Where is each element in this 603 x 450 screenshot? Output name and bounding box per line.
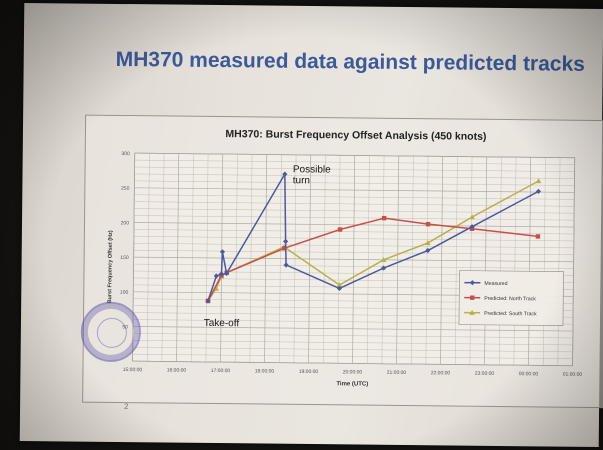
- grid-line-horizontal: [132, 340, 573, 346]
- grid-line-horizontal: [132, 347, 573, 353]
- x-tick-label: 00:00:00: [519, 371, 539, 377]
- x-tick-label: 22:00:00: [431, 370, 451, 376]
- grid-line-horizontal: [133, 250, 574, 255]
- data-point-predicted-north-track: [535, 234, 541, 239]
- legend-box: [458, 270, 564, 326]
- y-tick-label: 100: [120, 290, 129, 296]
- y-axis-label: Burst Frequency Offset (Hz): [107, 230, 114, 303]
- grid-line-horizontal: [134, 194, 575, 200]
- annotation-line: Possible: [293, 164, 331, 175]
- grid-line-horizontal: [134, 215, 575, 221]
- grid-line-horizontal: [133, 236, 574, 242]
- grid-line-horizontal: [132, 360, 573, 367]
- grid-line-horizontal: [134, 180, 575, 186]
- printed-page: MH370 measured data against predicted tr…: [19, 2, 603, 448]
- x-tick-label: 23:00:00: [475, 371, 495, 377]
- y-tick-label: 200: [121, 220, 130, 226]
- x-tick-label: 20:00:00: [343, 369, 363, 375]
- annotation-line: turn: [293, 175, 310, 186]
- series-line-predicted-south-track: [207, 180, 539, 302]
- annotation-possible-turn: Possibleturn: [293, 164, 331, 186]
- grid-line-horizontal: [134, 173, 575, 179]
- grid-line-horizontal: [134, 208, 575, 214]
- x-tick-label: 01:00:00: [563, 372, 583, 378]
- grid-line-horizontal: [133, 256, 574, 263]
- data-point-measured: [205, 298, 211, 304]
- burst-frequency-chart: 50 100 150 200 250 300 15:00:00 16:00:00 17:00:0…: [107, 128, 583, 388]
- grid-line-horizontal: [134, 201, 575, 207]
- grid-line-horizontal: [134, 159, 575, 165]
- grid-line-horizontal: [132, 354, 573, 359]
- data-point-measured: [425, 247, 431, 254]
- grid-line-vertical: [132, 153, 136, 362]
- chart-title: MH370: Burst Frequency Offset Analysis (…: [225, 128, 486, 143]
- data-point-measured: [283, 238, 289, 244]
- legend-entry-label: Predicted: North Track: [484, 296, 536, 303]
- legend-swatch-marker: [469, 309, 475, 315]
- legend-swatch-marker: [469, 280, 476, 286]
- official-stamp: [80, 301, 142, 363]
- data-point-predicted-south-track: [469, 214, 475, 220]
- data-point-measured: [224, 270, 230, 276]
- x-tick-label: 19:00:00: [299, 369, 319, 375]
- y-tick-label: 300: [121, 151, 130, 157]
- grid-line-horizontal: [133, 243, 574, 249]
- data-point-predicted-south-track: [535, 178, 542, 184]
- legend-swatch-marker: [470, 295, 475, 300]
- data-point-predicted-north-track: [337, 227, 343, 232]
- data-point-measured: [282, 171, 288, 177]
- legend-entry-label: Measured: [484, 281, 507, 287]
- x-tick-label: 18:00:00: [255, 368, 275, 374]
- data-point-measured: [336, 285, 343, 292]
- data-point-measured: [219, 249, 226, 255]
- x-tick-label: 16:00:00: [167, 367, 187, 373]
- official-stamp-center: [96, 317, 128, 349]
- data-point-predicted-south-track: [336, 282, 343, 288]
- data-point-measured: [381, 265, 387, 271]
- legend-entry-label: Predicted: South Track: [484, 311, 537, 318]
- grid-line-horizontal: [134, 166, 575, 172]
- data-point-predicted-south-track: [425, 240, 431, 246]
- grid-line-horizontal: [132, 333, 573, 339]
- data-point-measured: [469, 224, 475, 230]
- y-tick-label: 250: [121, 186, 130, 192]
- data-point-measured: [213, 273, 219, 279]
- data-point-predicted-north-track: [381, 215, 387, 221]
- page-number: 2: [124, 402, 129, 412]
- data-point-predicted-south-track: [380, 256, 387, 262]
- x-tick-label: 15:00:00: [123, 367, 143, 373]
- data-point-measured: [283, 262, 289, 268]
- grid-line-horizontal: [133, 229, 574, 235]
- grid-line-horizontal: [134, 187, 575, 193]
- page-title: MH370 measured data against predicted tr…: [115, 47, 586, 76]
- x-tick-label: 17:00:00: [211, 368, 231, 374]
- annotation-take-off: Take-off: [204, 318, 240, 329]
- y-tick-label: 50: [122, 324, 128, 330]
- grid-line-horizontal: [134, 222, 574, 228]
- y-tick-label: 150: [120, 255, 129, 261]
- data-point-measured: [535, 188, 542, 194]
- data-point-predicted-north-track: [425, 221, 431, 227]
- grid-line-horizontal: [132, 326, 573, 332]
- x-tick-label: 21:00:00: [387, 370, 407, 376]
- grid-line-horizontal: [133, 263, 574, 269]
- data-point-measured: [218, 271, 225, 277]
- grid-line-horizontal: [134, 152, 575, 159]
- x-axis-label: Time (UTC): [336, 381, 368, 387]
